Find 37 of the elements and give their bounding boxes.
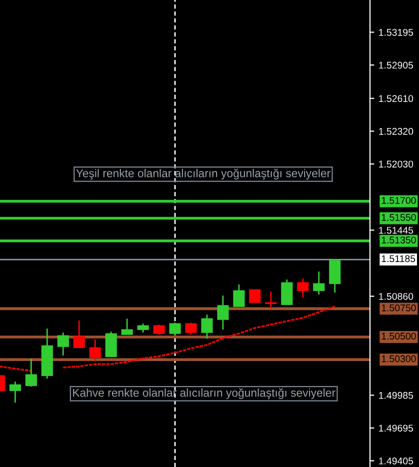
candlestick: [201, 314, 213, 340]
ref-line-label: 1.50500: [382, 332, 416, 340]
ref-line-label: 1.51185: [382, 255, 416, 262]
candlestick: [9, 380, 21, 404]
candlestick: [73, 320, 85, 348]
candlestick: [153, 324, 165, 336]
candlestick: [169, 322, 181, 336]
ref-line-label: 1.51550: [382, 214, 416, 221]
y-tick-label: 1.49985: [379, 392, 414, 399]
y-tick-label: 1.51445: [379, 226, 414, 234]
candlestick: [105, 330, 117, 358]
candlestick: [121, 318, 133, 336]
candlestick: [25, 358, 37, 388]
y-tick-label: 1.49695: [379, 424, 414, 432]
candlestick: [329, 258, 341, 294]
y-tick-label: 1.52905: [379, 62, 414, 69]
ref-line-label: 1.50750: [382, 304, 416, 312]
candlestick: [185, 322, 197, 336]
y-tick-label: 1.52030: [379, 160, 414, 168]
candlestick: [281, 278, 293, 306]
candlestick: [217, 294, 229, 330]
candlestick: [313, 270, 325, 296]
candlestick: [249, 288, 261, 304]
candlestick: [297, 278, 309, 298]
y-tick-label: 1.52610: [379, 95, 414, 102]
ref-line-label: 1.50300: [382, 355, 416, 362]
candlestick: [57, 332, 69, 356]
y-tick-label: 1.53195: [379, 28, 414, 36]
y-tick-label: 1.50860: [379, 292, 414, 300]
candlestick: [89, 338, 101, 362]
candlestick: [233, 284, 245, 308]
y-tick-label: 1.49405: [379, 458, 414, 464]
ref-line-label: 1.51350: [382, 236, 416, 244]
annotation: Kahve renkte olanlar alıcıların yoğunlaştığı seviyeler: [73, 388, 336, 400]
ref-line-label: 1.51700: [382, 197, 416, 204]
candlestick: [265, 290, 277, 310]
y-tick-label: 1.52320: [379, 128, 414, 135]
